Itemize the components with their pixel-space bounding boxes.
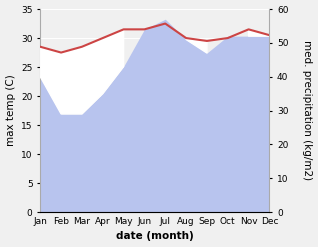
X-axis label: date (month): date (month) bbox=[116, 231, 194, 242]
Y-axis label: med. precipitation (kg/m2): med. precipitation (kg/m2) bbox=[302, 41, 313, 181]
Y-axis label: max temp (C): max temp (C) bbox=[5, 75, 16, 146]
